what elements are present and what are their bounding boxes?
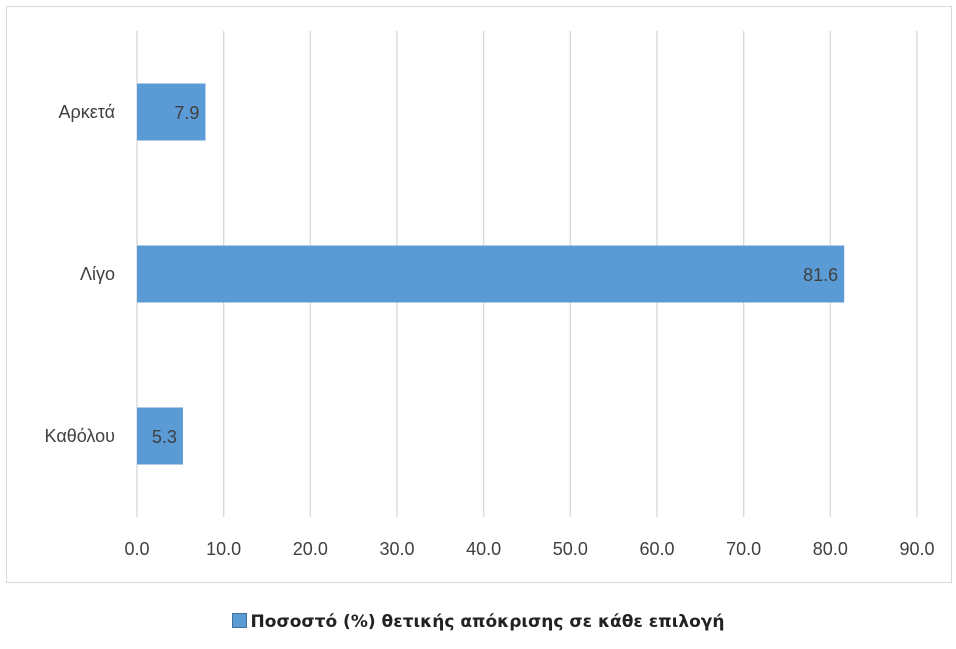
bar-chart: 7.9 81.6 5.3 Αρκετά Λίγο Καθόλου 0.0 10.0 20.0… <box>45 31 935 559</box>
x-tick-label: 20.0 <box>293 539 328 559</box>
x-tick-label: 0.0 <box>124 539 149 559</box>
bar <box>137 83 206 141</box>
category-label: Αρκετά <box>58 102 115 122</box>
data-labels: 7.9 81.6 5.3 <box>152 103 838 447</box>
bar <box>137 407 183 465</box>
data-label: 7.9 <box>174 103 199 123</box>
legend-swatch-icon <box>231 612 247 628</box>
data-label: 5.3 <box>152 427 177 447</box>
category-label: Λίγο <box>80 264 115 284</box>
x-tick-label: 90.0 <box>899 539 934 559</box>
chart-frame: 7.9 81.6 5.3 Αρκετά Λίγο Καθόλου 0.0 10.0 20.0… <box>6 6 952 583</box>
x-tick-label: 80.0 <box>813 539 848 559</box>
x-tick-label: 70.0 <box>726 539 761 559</box>
x-tick-label: 50.0 <box>553 539 588 559</box>
legend-label: Ποσοστό (%) θετικής απόκρισης σε κάθε επ… <box>250 612 725 632</box>
data-label: 81.6 <box>803 265 838 285</box>
x-tick-label: 40.0 <box>466 539 501 559</box>
category-label: Καθόλου <box>45 426 115 446</box>
x-tick-label: 60.0 <box>639 539 674 559</box>
category-labels: Αρκετά Λίγο Καθόλου <box>45 102 115 446</box>
x-tick-label: 30.0 <box>379 539 414 559</box>
x-tick-labels: 0.0 10.0 20.0 30.0 40.0 50.0 60.0 70.0 80.0 90.0 <box>124 539 934 559</box>
bars <box>137 83 845 465</box>
bar <box>137 245 845 303</box>
legend: Ποσοστό (%) θετικής απόκρισης σε κάθε επ… <box>0 612 956 632</box>
x-tick-label: 10.0 <box>206 539 241 559</box>
